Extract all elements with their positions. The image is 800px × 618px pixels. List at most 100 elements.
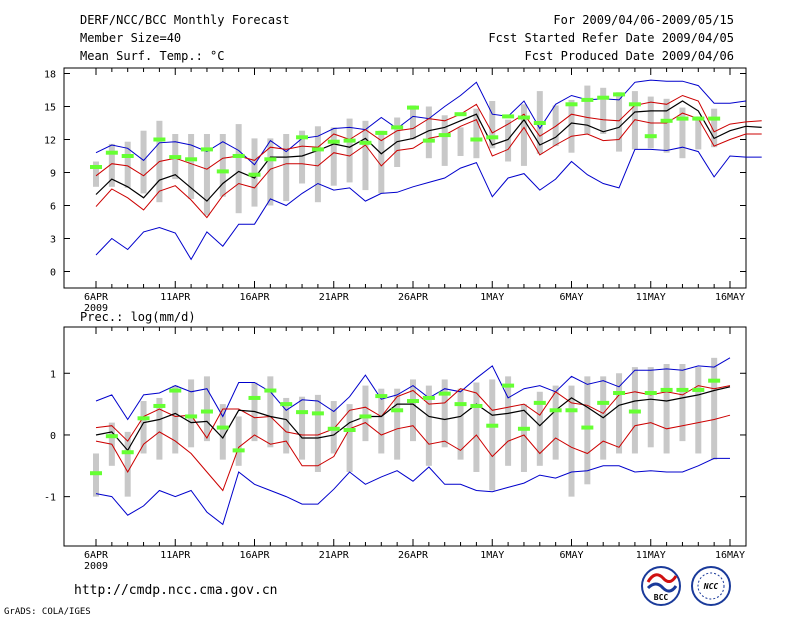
prec-spread-box [378,388,385,454]
temp-observed-mark [105,150,118,155]
prec-spread-box [584,376,591,485]
prec-xtick-label: 6MAY [559,550,583,561]
temp-spread-box [219,134,226,197]
temp-spread-box [203,134,210,216]
temp-observed-mark [692,116,705,121]
prec-observed-mark [644,391,657,396]
temp-observed-mark [517,115,530,120]
prec-spread-box [124,431,131,497]
prec-spread-box [267,376,274,448]
temp-spread-box [711,108,718,148]
prec-spread-box [663,364,670,454]
temp-spread-box [251,138,258,207]
prec-spread-box [473,382,480,472]
prec-xtick-label: 26APR [398,550,429,561]
prec-observed-mark [232,448,245,453]
prec-spread-box [647,367,654,448]
prec-observed-mark [153,403,166,408]
prec-spread-box [520,404,527,472]
prec-observed-mark [296,410,309,415]
temp-observed-mark [90,165,102,169]
prec-observed-mark [185,414,198,419]
temp-spread-box [600,87,607,134]
ncc-logo: NCC [691,566,731,606]
temp-spread-box [299,130,306,184]
temp-observed-mark [248,172,261,177]
temp-observed-mark [533,121,546,125]
prec-observed-mark [438,391,451,396]
bcc-logo: BCC [641,566,681,606]
prec-observed-mark [407,399,419,404]
prec-observed-mark [581,425,594,430]
temp-spread-box [647,96,654,149]
temp-observed-mark [660,118,673,123]
prec-xtick-label: 6APR [84,550,109,561]
temp-xtick-label: 11APR [160,292,191,303]
temp-observed-mark [581,97,594,102]
prec-observed-mark [628,409,641,414]
prec-ytick-label: 1 [50,369,56,380]
temp-spread-box [188,134,195,199]
prec-spread-box [156,397,163,460]
prec-observed-mark [613,391,626,396]
chart-title: DERF/NCC/BCC Monthly Forecast [80,13,290,27]
grads-credit: GrADS: COLA/IGES [4,607,91,617]
forecast-start-date: Fcst Started Refer Date 2009/04/05 [488,31,734,45]
temp-observed-mark [232,154,245,158]
prec-spread-box [346,404,353,472]
temp-spread-box [108,143,115,187]
temp-observed-mark [185,157,198,162]
prec-min-line [95,457,730,526]
prec-xtick-year: 2009 [84,561,108,572]
temp-observed-mark [708,116,721,121]
temp-spread-box [489,101,496,149]
temp-observed-mark [422,138,435,143]
temp-spread-box [362,120,369,191]
prec-spread-box [283,397,290,454]
temp-observed-mark [327,139,340,144]
prec-observed-mark [169,388,182,393]
temp-ytick-label: 6 [50,202,56,213]
prec-max-line [95,357,731,421]
prec-observed-mark [502,383,515,388]
temp-observed-mark [200,147,213,152]
prec-spread-box [203,376,210,442]
temp-panel-frame [63,67,747,289]
temp-spread-box [568,99,575,153]
prec-spread-box [235,416,242,466]
temp-ytick-label: 3 [50,235,56,246]
temp-xtick-label: 16MAY [715,292,745,303]
temp-observed-mark [407,105,419,110]
temp-min-line [95,146,762,261]
temp-observed-mark [343,138,356,143]
prec-spread-box [505,376,512,466]
temp-xtick-label: 1MAY [480,292,504,303]
bcc-logo-text: BCC [654,593,669,602]
forecast-produced-date: Fcst Produced Date 2009/04/06 [524,49,734,63]
temp-observed-mark [613,92,626,97]
prec-spread-box [568,385,575,497]
prec-xtick-label: 16APR [239,550,270,561]
prec-observed-mark [486,423,499,428]
temp-observed-mark [216,169,229,174]
prec-xtick-label: 21APR [319,550,350,561]
prec-spread-box [441,379,448,448]
prec-observed-mark [565,408,578,413]
prec-observed-mark [391,408,404,413]
temp-spread-box [330,127,337,186]
prec-observed-mark [422,395,435,400]
temp-xtick-label: 26APR [398,292,429,303]
prec-panel-frame [63,326,747,547]
prec-observed-mark [660,387,673,392]
prec-ytick-label: 0 [50,431,56,442]
temp-observed-mark [502,114,515,119]
source-url[interactable]: http://cmdp.ncc.cma.gov.cn [74,583,278,598]
prec-spread-box [410,379,416,442]
temp-observed-mark [676,116,689,121]
prec-observed-mark [90,471,102,476]
prec-xtick-label: 11MAY [636,550,666,561]
temp-observed-mark [311,147,324,152]
temp-xtick-year: 2009 [84,303,108,314]
